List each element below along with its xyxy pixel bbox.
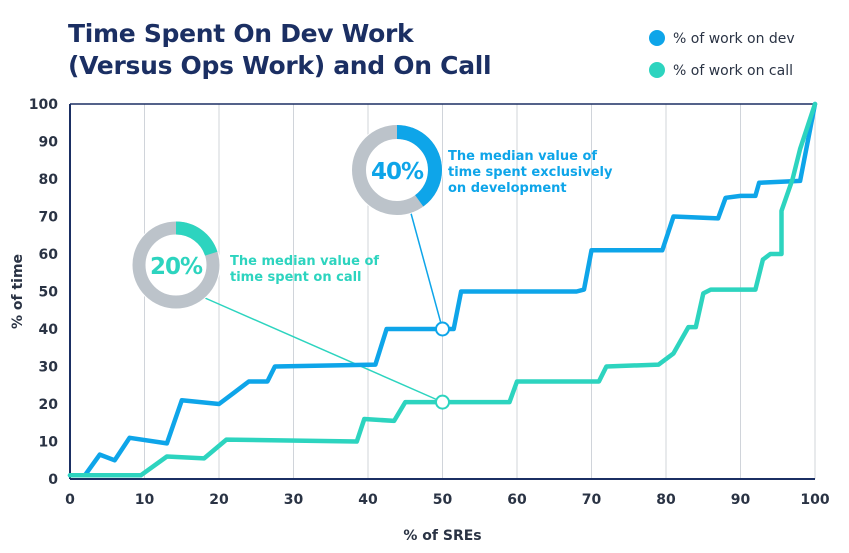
y-axis-title: % of time <box>10 254 26 329</box>
chart-title-line-1: Time Spent On Dev Work <box>68 19 414 48</box>
y-tick-label-30: 30 <box>39 360 59 376</box>
x-tick-label-20: 20 <box>209 492 229 508</box>
y-tick-label-10: 10 <box>39 435 59 451</box>
x-tick-label-60: 60 <box>507 492 527 508</box>
donut-progress-0 <box>352 125 442 215</box>
annotation-text-0-line-2: on development <box>448 181 567 196</box>
y-tick-label-80: 80 <box>39 172 59 188</box>
median-marker-0 <box>435 321 450 337</box>
y-tick-label-20: 20 <box>39 397 59 413</box>
x-tick-label-30: 30 <box>284 492 304 508</box>
x-tick-label-100: 100 <box>800 492 829 508</box>
y-tick-label-100: 100 <box>29 97 58 113</box>
y-tick-label-0: 0 <box>48 472 58 488</box>
x-tick-label-90: 90 <box>731 492 751 508</box>
y-tick-label-40: 40 <box>39 322 59 338</box>
x-axis-title: % of SREs <box>403 528 481 544</box>
donut-value-1: 20% <box>150 254 203 280</box>
x-tick-label-50: 50 <box>433 492 453 508</box>
x-tick-label-40: 40 <box>358 492 378 508</box>
y-tick-label-70: 70 <box>39 210 59 226</box>
annotation-text-1-line-0: The median value of <box>230 254 379 269</box>
legend-swatch-1 <box>649 62 665 78</box>
legend-swatch-0 <box>649 30 665 46</box>
chart-title-line-2: (Versus Ops Work) and On Call <box>68 51 492 80</box>
x-tick-label-80: 80 <box>656 492 676 508</box>
y-tick-label-60: 60 <box>39 247 59 263</box>
series-line-1 <box>67 101 818 478</box>
y-tick-label-90: 90 <box>39 135 59 151</box>
annotation-text-0-line-0: The median value of <box>448 149 597 164</box>
median-marker-1 <box>435 394 450 410</box>
x-tick-label-70: 70 <box>582 492 602 508</box>
donut-value-0: 40% <box>371 159 424 185</box>
legend-label-0: % of work on dev <box>673 31 795 47</box>
annotation-text-0-line-1: time spent exclusively <box>448 165 613 180</box>
legend-label-1: % of work on call <box>673 63 793 79</box>
y-tick-label-50: 50 <box>39 285 59 301</box>
dev-annotation-leader <box>408 205 444 330</box>
x-tick-label-0: 0 <box>65 492 75 508</box>
chart-title: Time Spent On Dev Work (Versus Ops Work)… <box>68 18 492 82</box>
annotation-text-1-line-1: time spent on call <box>230 270 362 285</box>
donut-progress-1 <box>132 221 220 309</box>
call-annotation-leader <box>204 297 443 403</box>
x-tick-label-10: 10 <box>135 492 155 508</box>
